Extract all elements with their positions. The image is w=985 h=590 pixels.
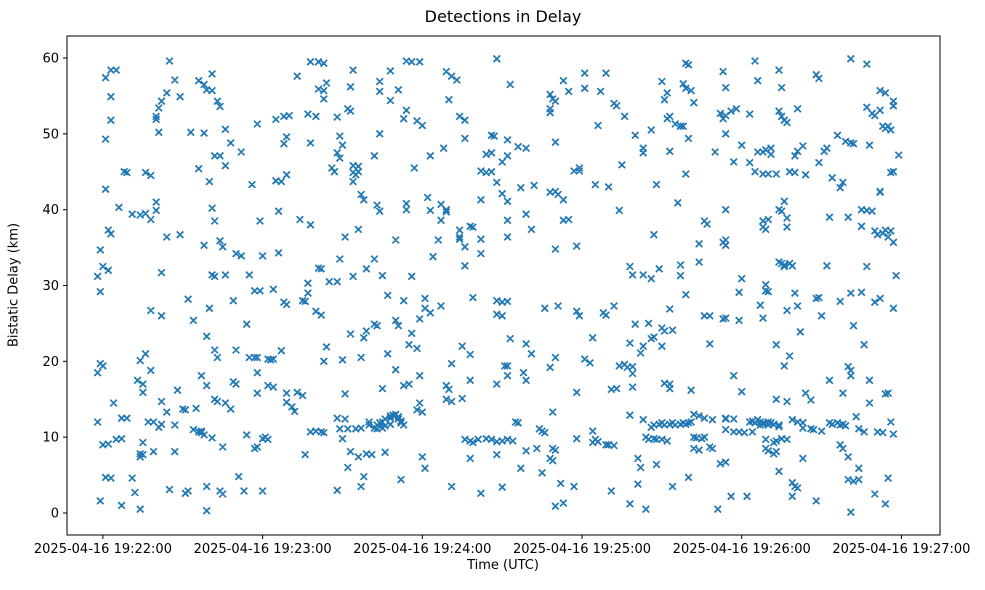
plot-frame [66, 35, 941, 536]
x-tick-label: 2025-04-16 19:22:00 [34, 542, 172, 557]
y-tick-label: 50 [42, 127, 59, 142]
x-axis-label: Time (UTC) [467, 558, 539, 573]
y-tick-label: 30 [42, 279, 59, 294]
chart-title: Detections in Delay [424, 7, 582, 26]
x-tick-label: 2025-04-16 19:25:00 [513, 542, 651, 557]
y-tick-label: 20 [42, 355, 59, 370]
x-tick-label: 2025-04-16 19:24:00 [353, 542, 491, 557]
scatter-points [93, 54, 903, 517]
y-tick-label: 10 [42, 431, 59, 446]
y-tick-label: 0 [51, 507, 59, 522]
y-tick-label: 60 [42, 51, 59, 66]
y-tick-label: 40 [42, 203, 59, 218]
x-tick-label: 2025-04-16 19:23:00 [194, 542, 332, 557]
x-tick-label: 2025-04-16 19:27:00 [832, 542, 970, 557]
y-axis-label: Bistatic Delay (km) [6, 222, 22, 348]
x-tick-label: 2025-04-16 19:26:00 [673, 542, 811, 557]
